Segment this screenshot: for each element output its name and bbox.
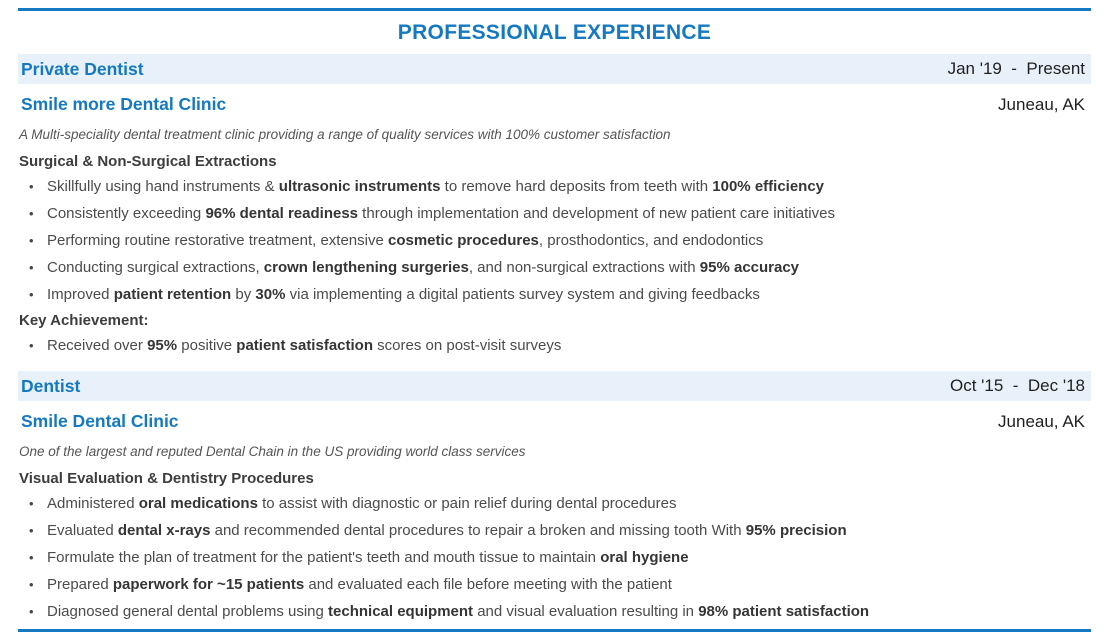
bullet-text: Skillfully using hand instruments & ultr… <box>47 178 825 195</box>
bullet-icon: • <box>29 260 34 275</box>
top-divider <box>18 8 1091 11</box>
bullet-icon: • <box>29 496 34 511</box>
bullet-text: Improved patient retention by 30% via im… <box>47 286 760 303</box>
duties-list: • Administered oral medications to assist… <box>18 494 1091 622</box>
bullet-item: • Administered oral medications to assist… <box>18 494 1091 514</box>
company-row: Smile more Dental Clinic Juneau, AK <box>18 84 1091 115</box>
bullet-icon: • <box>29 179 34 194</box>
job-location: Juneau, AK <box>998 412 1085 431</box>
bullet-icon: • <box>29 604 34 619</box>
bullet-icon: • <box>29 233 34 248</box>
bullet-item: • Performing routine restorative treatmen… <box>18 231 1091 251</box>
job-dates: Oct '15 - Dec '18 <box>950 376 1085 395</box>
company-name: Smile more Dental Clinic <box>21 94 227 114</box>
bottom-divider <box>18 629 1091 632</box>
experience-entry: Dentist Oct '15 - Dec '18 Smile Dental C… <box>18 371 1091 622</box>
key-achievement-heading: Key Achievement: <box>19 312 149 329</box>
bullet-item: • Formulate the plan of treatment for the… <box>18 548 1091 568</box>
section-title: PROFESSIONAL EXPERIENCE <box>397 21 712 44</box>
job-header-bar: Private Dentist Jan '19 - Present <box>18 54 1091 84</box>
key-achievement-list: • Received over 95% positive patient sati… <box>18 336 1091 356</box>
bullet-item: • Skillfully using hand instruments & ult… <box>18 177 1091 197</box>
bullet-item: • Received over 95% positive patient sati… <box>18 336 1091 356</box>
duties-subheading: Visual Evaluation & Dentistry Procedures <box>19 470 314 487</box>
bullet-icon: • <box>29 338 34 353</box>
bullet-text: Conducting surgical extractions, crown l… <box>47 259 800 276</box>
bullet-item: • Prepared paperwork for ~15 patients and… <box>18 575 1091 595</box>
bullet-text: Consistently exceeding 96% dental readin… <box>47 205 835 222</box>
experience-entry: Private Dentist Jan '19 - Present Smile … <box>18 54 1091 356</box>
job-header-bar: Dentist Oct '15 - Dec '18 <box>18 371 1091 401</box>
bullet-icon: • <box>29 523 34 538</box>
bullet-item: • Consistently exceeding 96% dental readi… <box>18 204 1091 224</box>
job-title: Private Dentist <box>21 58 144 79</box>
bullet-text: Formulate the plan of treatment for the … <box>47 549 689 566</box>
company-description: A Multi-speciality dental treatment clin… <box>19 127 671 142</box>
job-dates: Jan '19 - Present <box>947 59 1085 78</box>
job-title: Dentist <box>21 375 81 396</box>
bullet-item: • Evaluated dental x-rays and recommended… <box>18 521 1091 541</box>
bullet-item: • Diagnosed general dental problems using… <box>18 602 1091 622</box>
duties-list: • Skillfully using hand instruments & ult… <box>18 177 1091 305</box>
bullet-item: • Conducting surgical extractions, crown … <box>18 258 1091 278</box>
duties-subheading: Surgical & Non-Surgical Extractions <box>19 153 277 170</box>
bullet-icon: • <box>29 577 34 592</box>
bullet-text: Diagnosed general dental problems using … <box>47 603 870 620</box>
bullet-text: Performing routine restorative treatment… <box>47 232 764 249</box>
bullet-text: Administered oral medications to assist … <box>47 495 677 512</box>
company-name: Smile Dental Clinic <box>21 411 179 431</box>
bullet-icon: • <box>29 550 34 565</box>
job-location: Juneau, AK <box>998 95 1085 114</box>
bullet-text: Received over 95% positive patient satis… <box>47 337 562 354</box>
company-row: Smile Dental Clinic Juneau, AK <box>18 401 1091 432</box>
bullet-icon: • <box>29 287 34 302</box>
bullet-icon: • <box>29 206 34 221</box>
bullet-text: Evaluated dental x-rays and recommended … <box>47 522 847 539</box>
company-description: One of the largest and reputed Dental Ch… <box>19 444 526 459</box>
bullet-item: • Improved patient retention by 30% via i… <box>18 285 1091 305</box>
bullet-text: Prepared paperwork for ~15 patients and … <box>47 576 672 593</box>
